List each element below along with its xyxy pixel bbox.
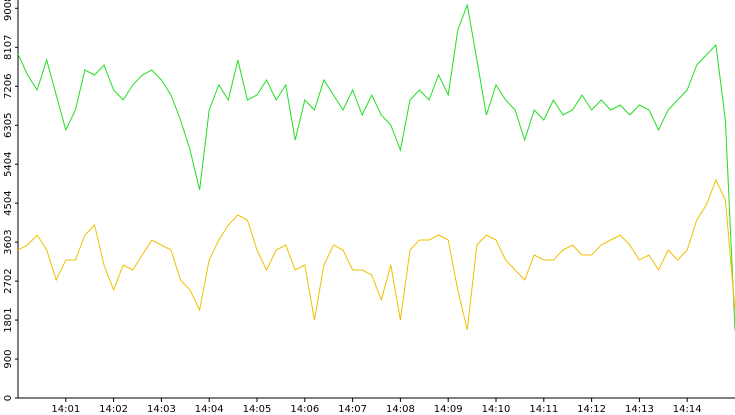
y-tick-label: 3603 [3,229,14,254]
y-tick-label: 6305 [3,113,14,138]
x-tick-label: 14:13 [625,404,654,415]
y-tick-label: 8107 [3,35,14,60]
x-tick-label: 14:02 [99,404,128,415]
y-tick-label: 9008 [3,0,14,21]
x-tick-label: 14:08 [386,404,415,415]
x-tick-label: 14:07 [338,404,367,415]
y-tick-label: 4504 [3,190,14,215]
y-tick-label: 0 [3,395,14,401]
y-tick-label: 5404 [3,151,14,176]
x-tick-label: 14:04 [195,404,224,415]
y-tick-label: 1801 [3,307,14,332]
x-tick-label: 14:09 [434,404,463,415]
x-tick-label: 14:11 [529,404,558,415]
x-tick-label: 14:05 [243,404,272,415]
y-tick-label: 900 [3,350,14,369]
series-line [17,178,735,331]
x-tick-label: 14:06 [290,404,319,415]
y-tick-label: 7206 [3,74,14,99]
series-line [17,3,735,331]
y-tick-label: 2702 [3,268,14,293]
x-tick-label: 14:10 [482,404,511,415]
x-tick-label: 14:14 [673,404,702,415]
x-tick-label: 14:01 [51,404,80,415]
x-tick-label: 14:03 [147,404,176,415]
x-tick-label: 14:12 [577,404,606,415]
